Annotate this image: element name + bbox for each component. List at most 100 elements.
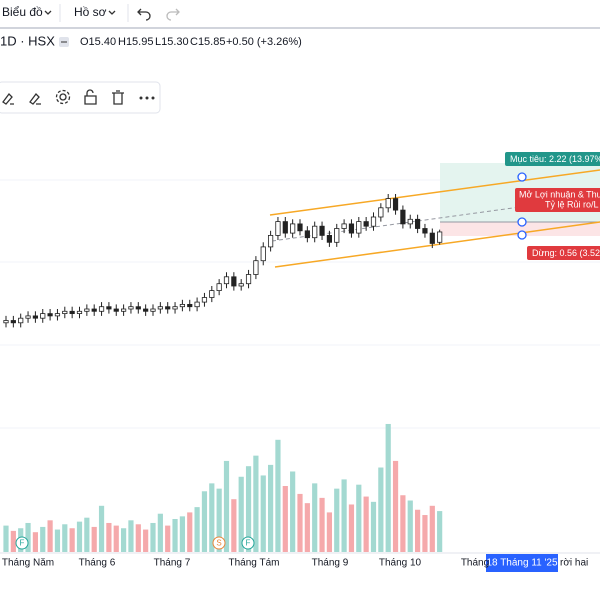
event-marker[interactable] bbox=[15, 536, 29, 550]
profile-menu-caret bbox=[108, 10, 116, 15]
volume-bar bbox=[32, 532, 38, 552]
cursor-date-box bbox=[486, 554, 558, 572]
channel-lower[interactable] bbox=[274, 221, 600, 268]
chart-menu-caret bbox=[44, 10, 52, 15]
candle-body bbox=[385, 198, 391, 209]
candle-body bbox=[231, 276, 237, 287]
candle-body bbox=[194, 301, 200, 308]
candle-body bbox=[209, 290, 215, 298]
volume-bar bbox=[69, 528, 75, 552]
chart-menu[interactable]: Biểu đồ bbox=[2, 5, 43, 19]
volume-bar bbox=[356, 484, 362, 552]
candle-body bbox=[356, 221, 362, 234]
candle-body bbox=[91, 308, 97, 312]
volume-bar bbox=[121, 528, 127, 552]
volume-bar bbox=[407, 500, 413, 552]
x-tick-label: Tháng 6 bbox=[79, 558, 116, 569]
volume-bar bbox=[260, 475, 266, 552]
volume-bar bbox=[209, 483, 215, 552]
candle-body bbox=[319, 225, 325, 236]
candle-body bbox=[429, 232, 435, 244]
settings-tool[interactable] bbox=[59, 93, 67, 101]
candle-body bbox=[275, 221, 281, 236]
candle-body bbox=[54, 313, 61, 317]
ohlc-value: +0.50 (+3.26%) bbox=[226, 36, 302, 48]
event-marker[interactable] bbox=[241, 536, 255, 550]
candle-body bbox=[135, 306, 141, 310]
handle[interactable] bbox=[517, 217, 527, 227]
volume-bar bbox=[187, 512, 193, 552]
redo-button[interactable] bbox=[166, 8, 180, 21]
handle[interactable] bbox=[517, 172, 527, 182]
volume-bar bbox=[91, 526, 97, 552]
candle-body bbox=[334, 228, 340, 243]
channel-upper[interactable] bbox=[269, 169, 600, 216]
volume-bar bbox=[106, 522, 112, 552]
stop-zone[interactable] bbox=[440, 222, 600, 236]
candle-body bbox=[18, 317, 24, 324]
candle-body bbox=[392, 198, 399, 211]
candle-body bbox=[172, 306, 178, 310]
line-color-tool[interactable] bbox=[2, 93, 14, 105]
undo-button[interactable] bbox=[137, 8, 151, 21]
volume-bar bbox=[84, 517, 90, 552]
volume-bar bbox=[326, 512, 332, 552]
handle[interactable] bbox=[517, 230, 527, 240]
volume-bar bbox=[150, 522, 156, 552]
plot bbox=[3, 194, 443, 552]
ohlc-value: L15.30 bbox=[155, 36, 189, 48]
candle-body bbox=[282, 221, 288, 234]
volume-bar bbox=[378, 467, 384, 552]
candle-body bbox=[363, 221, 369, 227]
volume-bar bbox=[275, 439, 281, 552]
target-label: Mục tiêu: 2.22 (13.97%) bbox=[510, 154, 600, 164]
event-marker[interactable] bbox=[212, 536, 226, 550]
volume-bar bbox=[62, 524, 68, 552]
volume-bar bbox=[238, 476, 244, 552]
candle-body bbox=[378, 207, 384, 218]
volume-bar bbox=[282, 486, 288, 552]
candle-body bbox=[400, 209, 406, 225]
lock-tool[interactable] bbox=[84, 89, 97, 105]
candle-body bbox=[223, 276, 230, 285]
delete-tool[interactable] bbox=[112, 90, 124, 105]
more-dot[interactable] bbox=[139, 96, 143, 100]
volume-bar bbox=[25, 522, 31, 552]
volume-bar bbox=[40, 526, 46, 552]
volume-bar bbox=[245, 466, 252, 552]
event-label: F bbox=[20, 539, 25, 548]
candle-body bbox=[312, 225, 318, 239]
volume-bar bbox=[143, 529, 149, 552]
volume-bar bbox=[76, 521, 83, 552]
volume-bar bbox=[415, 509, 421, 552]
volume-bar bbox=[179, 516, 185, 552]
candle-body bbox=[62, 310, 68, 314]
candle-body bbox=[216, 283, 222, 292]
volume-bar bbox=[98, 505, 105, 552]
volume-bar bbox=[429, 505, 435, 552]
volume-bar bbox=[128, 520, 134, 552]
candle-body bbox=[76, 310, 83, 314]
candle-body bbox=[260, 246, 266, 262]
candle-body bbox=[348, 223, 355, 234]
profile-menu[interactable]: Hồ sơ bbox=[74, 5, 107, 19]
candle-body bbox=[3, 320, 9, 324]
event-label: F bbox=[246, 539, 251, 548]
symbol[interactable]: 1D · HSX bbox=[0, 33, 55, 48]
volume-bar bbox=[47, 520, 53, 552]
volume-bar bbox=[201, 491, 208, 552]
volume-bar bbox=[3, 525, 9, 552]
fill-color-tool[interactable] bbox=[29, 93, 41, 105]
volume-bar bbox=[312, 483, 318, 552]
candle-body bbox=[253, 260, 259, 275]
volume-bar bbox=[231, 499, 237, 552]
volume-bar bbox=[268, 464, 274, 552]
volume-bar bbox=[348, 504, 355, 552]
candle-body bbox=[297, 223, 303, 232]
candle-body bbox=[290, 223, 296, 234]
volume-bar bbox=[113, 525, 119, 552]
ohlc-value: O15.40 bbox=[80, 36, 116, 48]
x-tick-label: Tháng 10 bbox=[379, 558, 422, 569]
candle-body bbox=[437, 231, 443, 243]
candle-body bbox=[150, 308, 156, 312]
